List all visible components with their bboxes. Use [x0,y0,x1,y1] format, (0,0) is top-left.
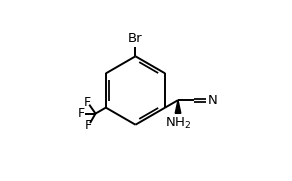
Text: Br: Br [128,32,143,45]
Polygon shape [175,100,181,113]
Text: F: F [78,107,85,120]
Text: F: F [84,96,91,109]
Text: N: N [208,94,218,107]
Text: F: F [85,119,92,132]
Text: NH$_2$: NH$_2$ [165,115,191,131]
